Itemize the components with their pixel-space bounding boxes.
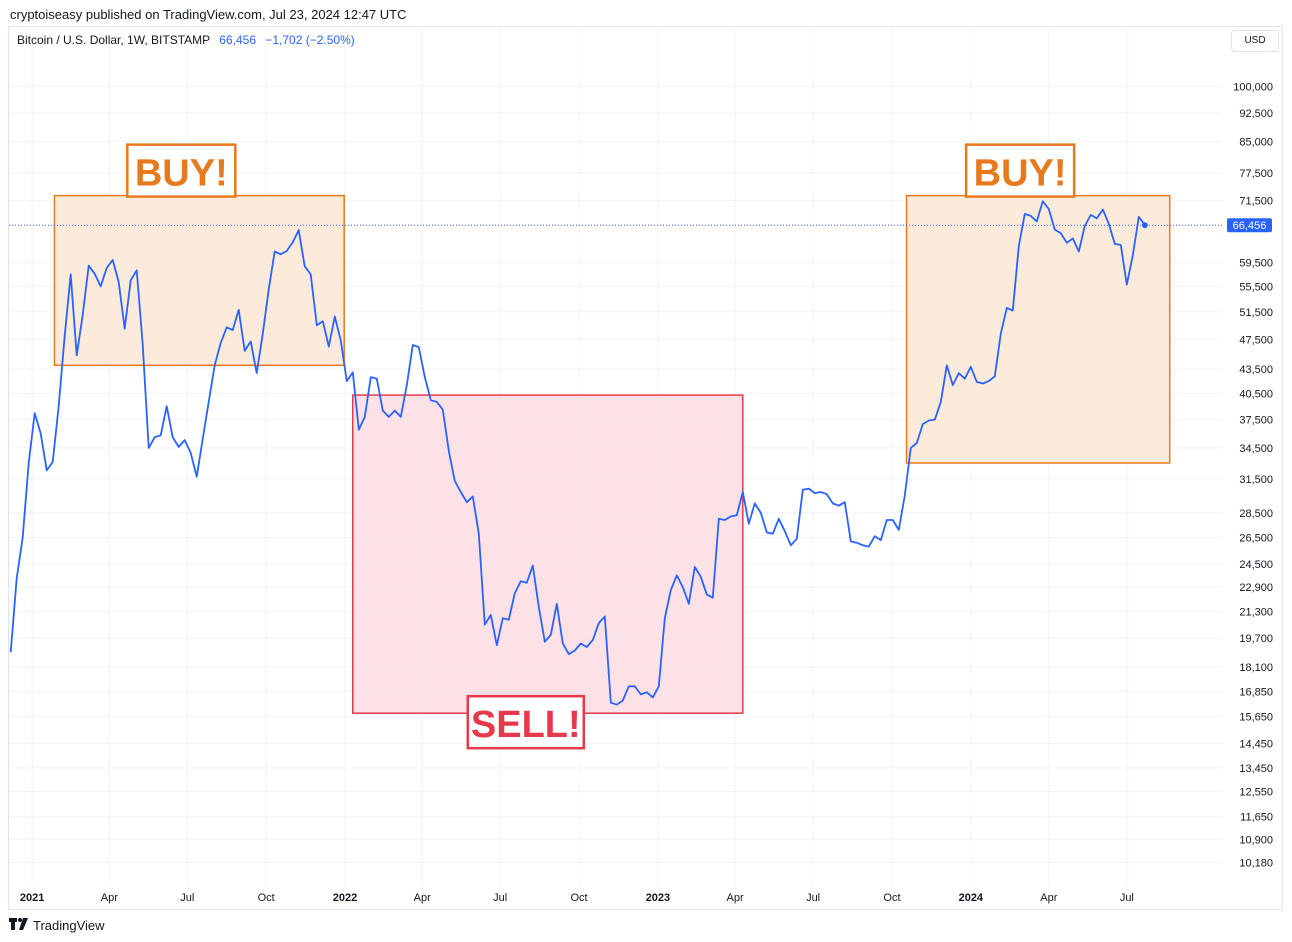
y-tick-label: 51,500 xyxy=(1239,307,1273,319)
symbol-name: Bitcoin / U.S. Dollar, 1W, BITSTAMP xyxy=(17,33,210,47)
y-tick-label: 12,550 xyxy=(1239,786,1273,798)
buy-label: BUY! xyxy=(974,153,1067,195)
y-tick-label: 19,700 xyxy=(1239,633,1273,645)
y-tick-label: 55,500 xyxy=(1239,281,1273,293)
chart-frame xyxy=(8,26,1283,910)
footer-brand: TradingView xyxy=(33,918,105,933)
x-tick-label: Apr xyxy=(727,892,744,904)
x-tick-label: 2024 xyxy=(959,892,984,904)
currency-button[interactable]: USD xyxy=(1231,30,1279,52)
y-tick-label: 14,450 xyxy=(1239,739,1273,751)
y-tick-label: 10,180 xyxy=(1239,858,1273,870)
x-tick-label: Jul xyxy=(806,892,820,904)
x-tick-label: 2021 xyxy=(20,892,44,904)
x-tick-label: Jul xyxy=(1120,892,1134,904)
buy-label-box xyxy=(964,143,1076,198)
x-tick-label: Apr xyxy=(414,892,431,904)
y-tick-label: 15,650 xyxy=(1239,711,1273,723)
y-tick-label: 22,900 xyxy=(1239,582,1273,594)
legend-price: 66,456 xyxy=(219,33,256,47)
y-tick-label: 59,500 xyxy=(1239,258,1273,270)
last-price-dot xyxy=(1141,222,1148,229)
x-tick-label: 2022 xyxy=(333,892,357,904)
x-tick-label: Apr xyxy=(101,892,118,904)
y-tick-label: 24,500 xyxy=(1239,559,1273,571)
y-tick-label: 85,000 xyxy=(1239,137,1273,149)
x-tick-label: Oct xyxy=(258,892,275,904)
y-tick-label: 43,500 xyxy=(1239,364,1273,376)
y-tick-label: 37,500 xyxy=(1239,415,1273,427)
y-tick-label: 11,650 xyxy=(1240,812,1273,824)
y-tick-label: 71,500 xyxy=(1239,195,1273,207)
sell-label: SELL! xyxy=(471,704,581,746)
sell-zone-rect xyxy=(352,394,744,714)
y-tick-label: 34,500 xyxy=(1239,443,1273,455)
footer-branding: TradingView xyxy=(9,918,105,933)
y-tick-label: 13,450 xyxy=(1239,763,1273,775)
price-series-line[interactable] xyxy=(9,200,1146,706)
buy-zone-rect xyxy=(905,194,1171,464)
legend-change: −1,702 (−2.50%) xyxy=(265,33,355,47)
y-tick-label: 100,000 xyxy=(1233,81,1273,93)
sell-label-box xyxy=(466,694,586,750)
current-price-tag xyxy=(1227,218,1272,233)
published-caption: cryptoiseasy published on TradingView.co… xyxy=(10,7,407,22)
y-tick-label: 26,500 xyxy=(1239,533,1273,545)
x-tick-label: Jul xyxy=(493,892,507,904)
y-tick-label: 18,100 xyxy=(1239,662,1273,674)
x-tick-label: Apr xyxy=(1040,892,1057,904)
y-tick-label: 40,500 xyxy=(1239,388,1273,400)
x-tick-label: Oct xyxy=(571,892,588,904)
y-tick-label: 92,500 xyxy=(1239,108,1273,120)
y-tick-label: 28,500 xyxy=(1239,508,1273,520)
y-tick-label: 16,850 xyxy=(1239,686,1273,698)
buy-label: BUY! xyxy=(135,153,228,195)
y-tick-label: 10,900 xyxy=(1239,834,1273,846)
symbol-legend: Bitcoin / U.S. Dollar, 1W, BITSTAMP 66,4… xyxy=(17,33,355,47)
buy-label-box xyxy=(126,143,237,198)
y-tick-label: 21,300 xyxy=(1239,607,1273,619)
x-tick-label: Jul xyxy=(180,892,194,904)
y-tick-label: 47,500 xyxy=(1239,334,1273,346)
current-price-tag-label: 66,456 xyxy=(1233,220,1267,232)
y-tick-label: 31,500 xyxy=(1239,474,1273,486)
y-tick-label: 77,500 xyxy=(1239,168,1273,180)
x-tick-label: 2023 xyxy=(646,892,670,904)
tradingview-logo-icon xyxy=(9,918,29,933)
x-tick-label: Oct xyxy=(883,892,900,904)
